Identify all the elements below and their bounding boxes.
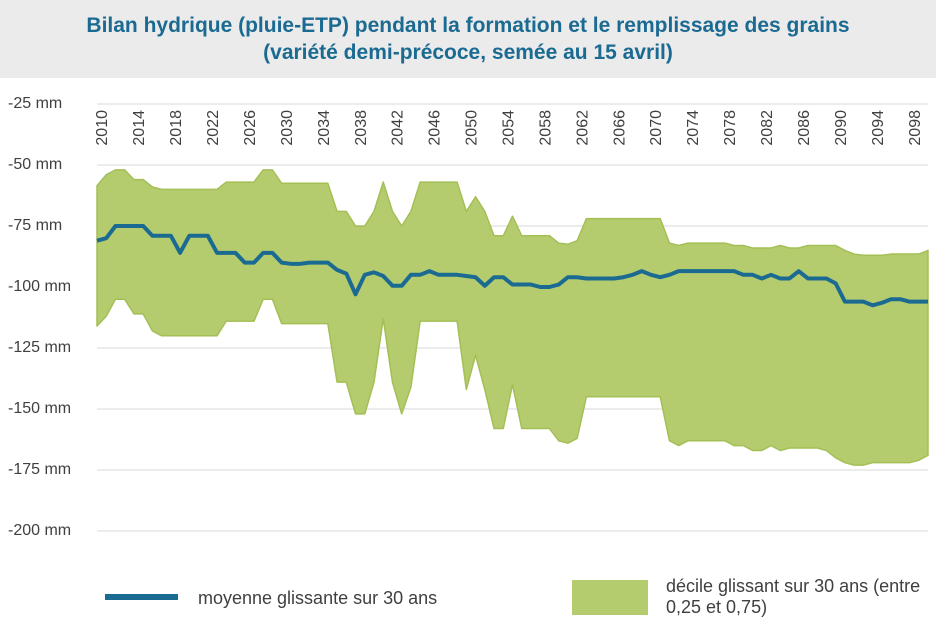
x-tick-label: 2034 [316,110,333,146]
decile-band [96,169,929,466]
x-tick-label: 2026 [242,110,259,146]
y-tick-label: -150 mm [8,400,71,417]
x-tick-label: 2062 [574,110,591,146]
x-tick-label: 2098 [907,110,924,146]
x-tick-label: 2022 [205,110,222,146]
x-tick-label: 2094 [870,110,887,146]
y-tick-label: -125 mm [8,339,71,356]
x-tick-label: 2018 [168,110,185,146]
x-tick-label: 2090 [833,110,850,146]
x-tick-label: 2078 [722,110,739,146]
x-tick-label: 2066 [611,110,628,146]
legend-label: moyenne glissante sur 30 ans [198,588,438,608]
legend-swatch-area [572,580,648,615]
x-tick-label: 2038 [353,110,370,146]
mean-line [96,224,928,308]
title-band [0,0,936,78]
x-tick-label: 2074 [685,110,702,146]
y-tick-label: -75 mm [8,217,62,234]
x-tick-label: 2086 [796,110,813,146]
x-tick-label: 2030 [279,110,296,146]
x-tick-label: 2082 [759,110,776,146]
x-tick-label: 2050 [464,110,481,146]
legend-label: décile glissant sur 30 ans (entre 0,25 e… [666,576,921,617]
y-tick-label: -25 mm [8,95,62,112]
x-tick-label: 2010 [94,110,111,146]
x-tick-label: 2058 [537,110,554,146]
x-tick-label: 2070 [648,110,665,146]
x-tick-label: 2014 [131,110,148,146]
y-tick-label: -200 mm [8,522,71,539]
y-tick-label: -100 mm [8,278,71,295]
y-tick-label: -50 mm [8,156,62,173]
x-tick-label: 2042 [390,110,407,146]
y-tick-label: -175 mm [8,461,71,478]
x-tick-label: 2054 [500,110,517,146]
legend-swatch-line [105,594,178,600]
chart-title: Bilan hydrique (pluie-ETP) pendant la fo… [86,14,850,64]
x-tick-label: 2046 [427,110,444,146]
